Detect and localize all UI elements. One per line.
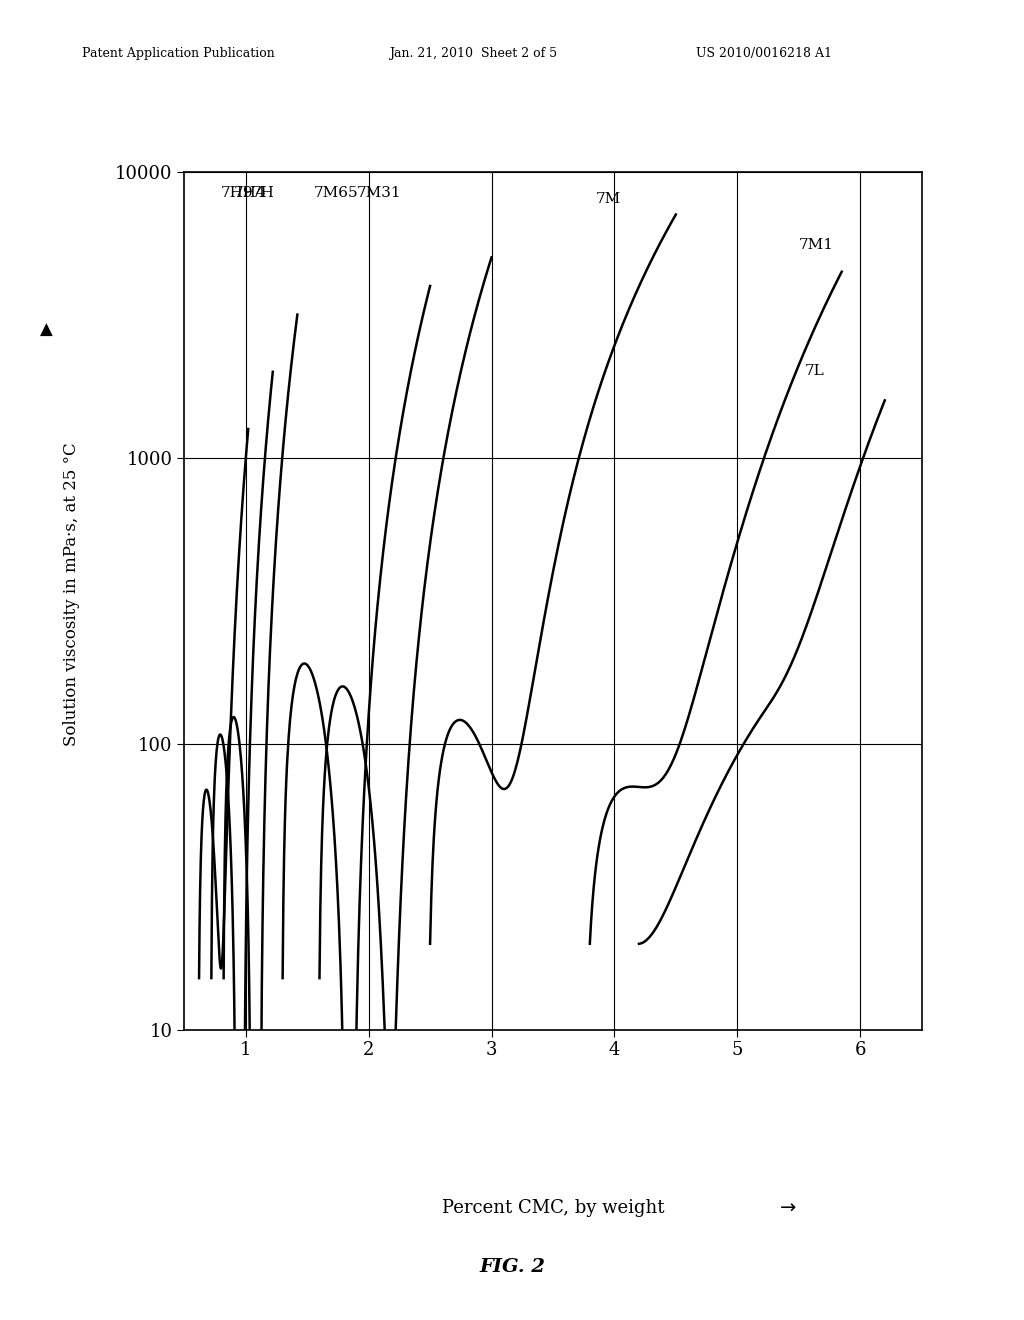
Text: →: → xyxy=(780,1199,797,1217)
Text: 7L: 7L xyxy=(805,363,824,378)
Text: FIG. 2: FIG. 2 xyxy=(479,1258,545,1276)
Text: 7H4: 7H4 xyxy=(233,186,266,201)
Text: 7M31: 7M31 xyxy=(356,186,401,201)
Text: Percent CMC, by weight: Percent CMC, by weight xyxy=(441,1199,665,1217)
Text: 7H9: 7H9 xyxy=(221,186,254,201)
Text: 7H: 7H xyxy=(252,186,274,201)
Text: 7M: 7M xyxy=(596,191,622,206)
Text: Jan. 21, 2010  Sheet 2 of 5: Jan. 21, 2010 Sheet 2 of 5 xyxy=(389,46,557,59)
Text: Solution viscosity in mPa·s, at 25 °C: Solution viscosity in mPa·s, at 25 °C xyxy=(63,442,80,746)
Text: 7M1: 7M1 xyxy=(799,238,834,252)
Text: US 2010/0016218 A1: US 2010/0016218 A1 xyxy=(696,46,833,59)
Text: ▲: ▲ xyxy=(40,321,52,339)
Text: Patent Application Publication: Patent Application Publication xyxy=(82,46,274,59)
Text: 7M65: 7M65 xyxy=(313,186,358,201)
